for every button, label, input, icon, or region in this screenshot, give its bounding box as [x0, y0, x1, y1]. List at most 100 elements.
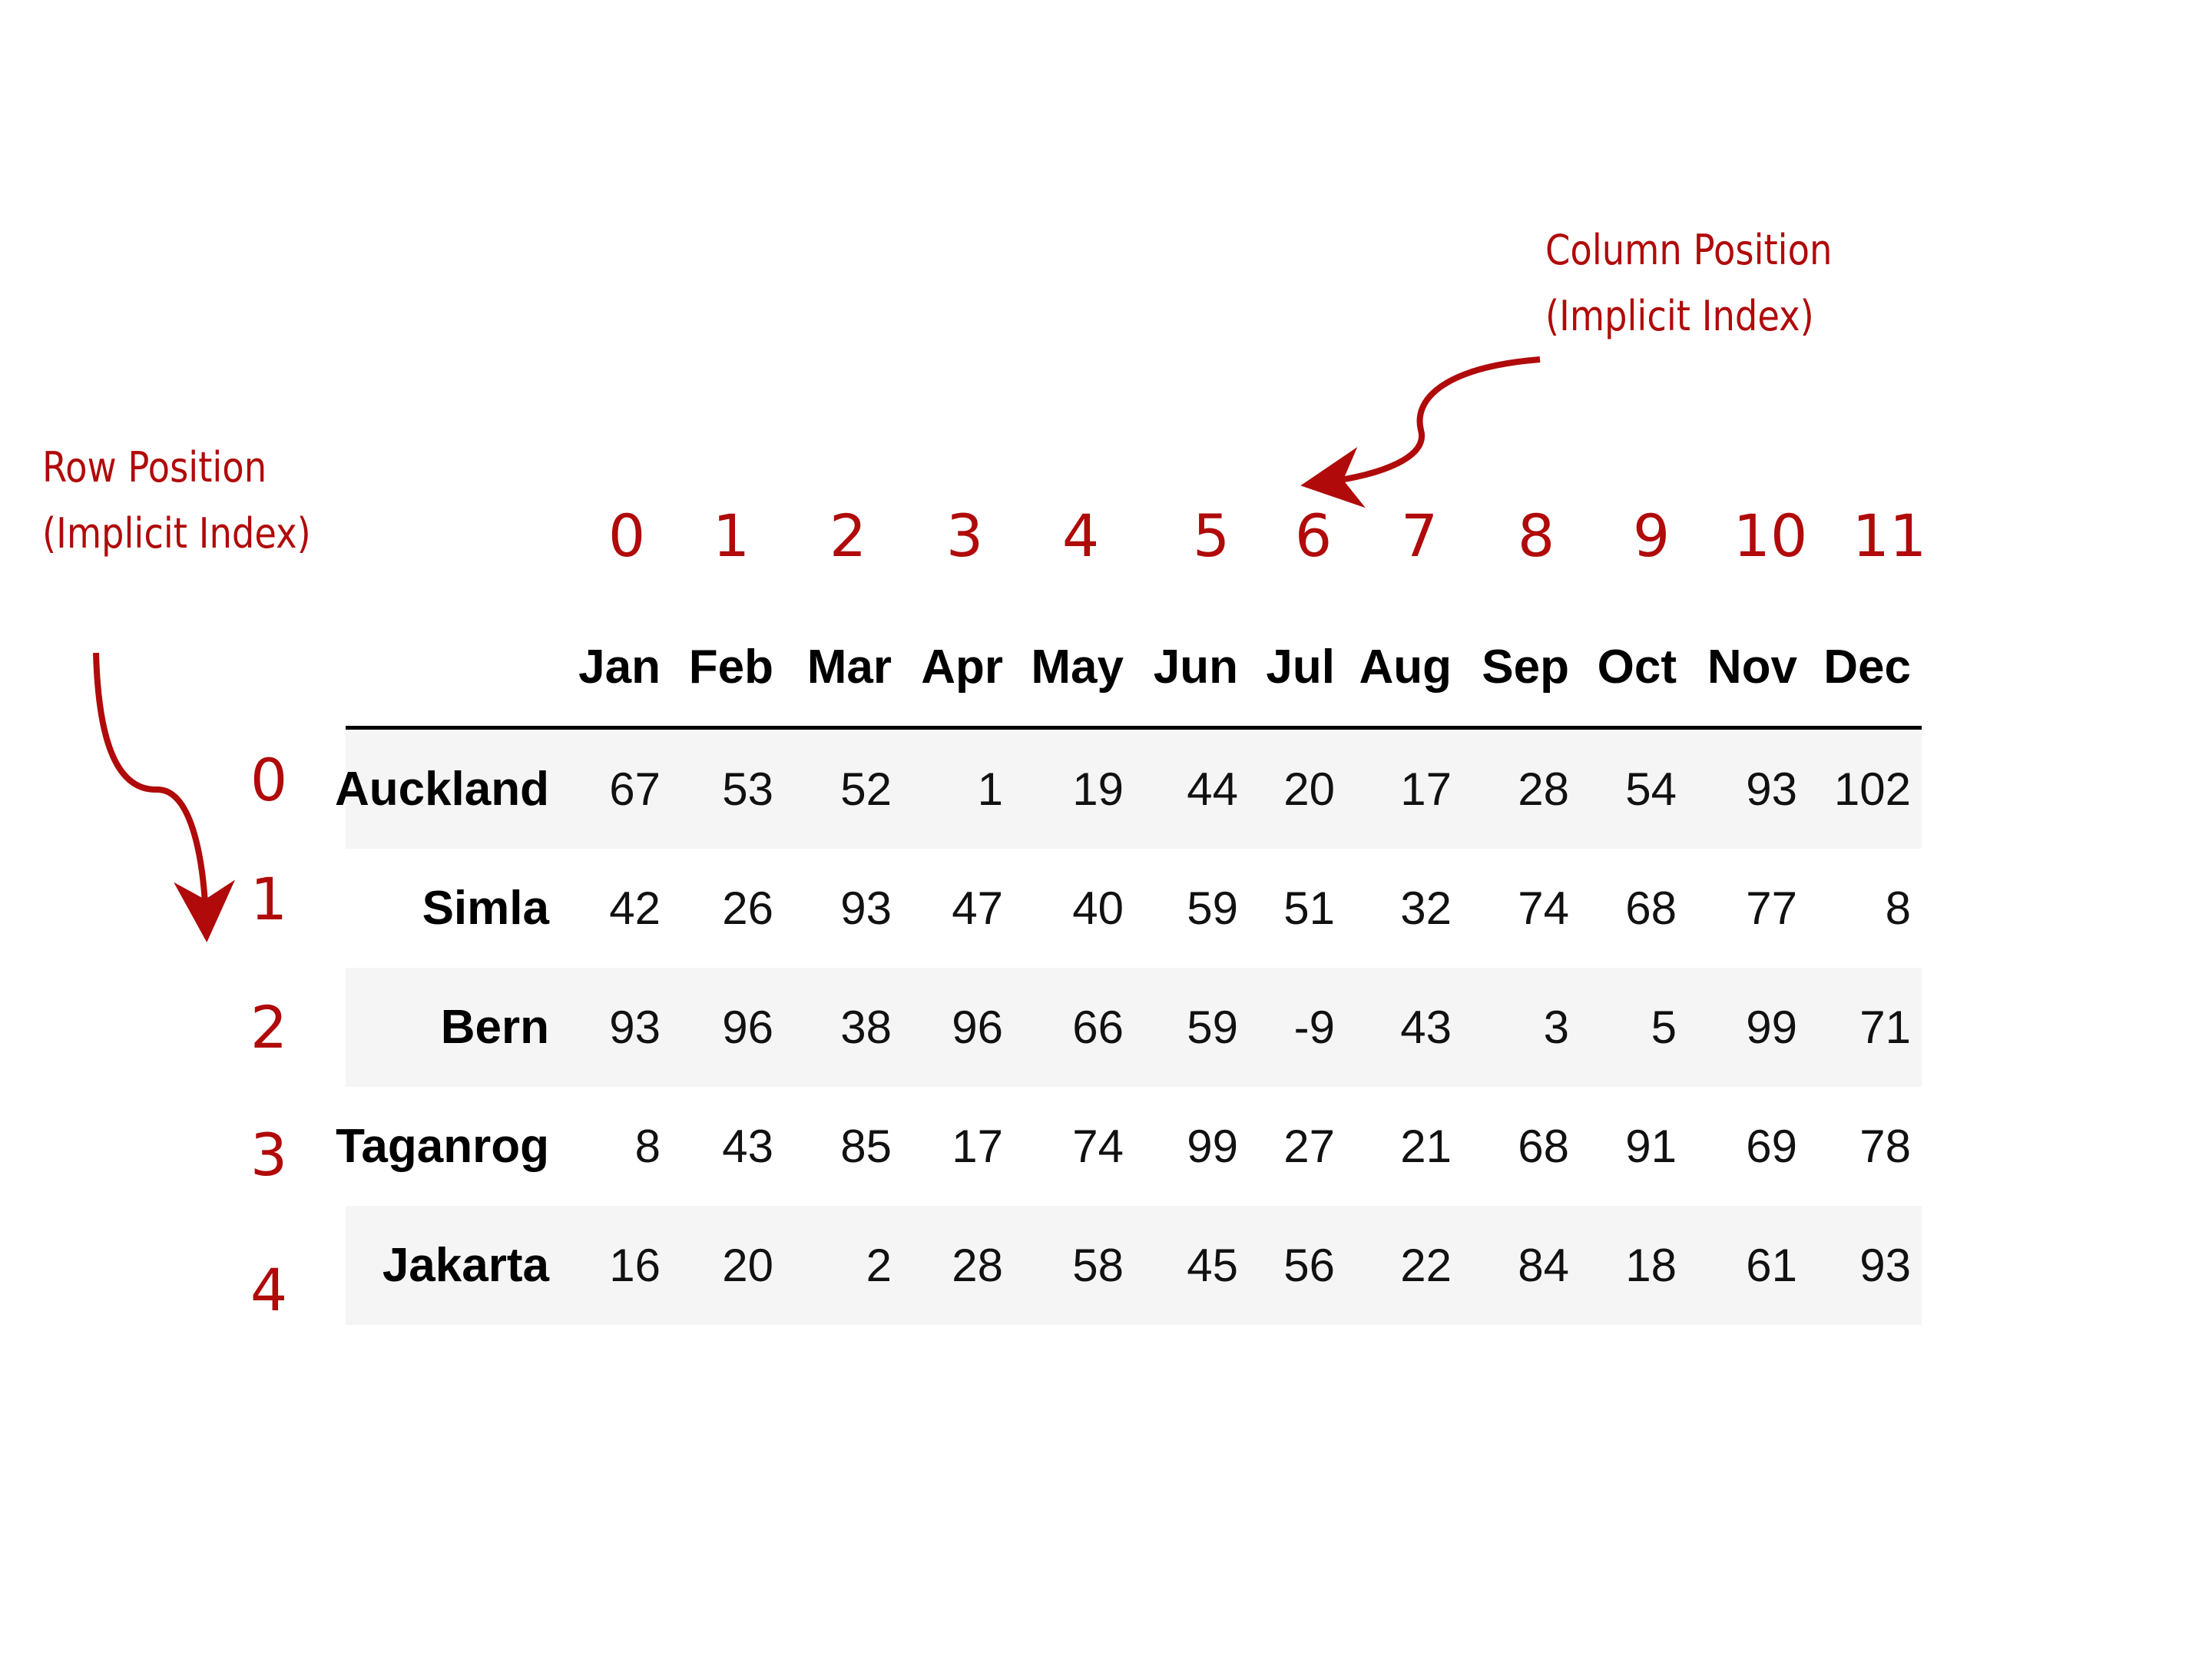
table-row: Simla 42 26 93 47 40 59 51 32 74 68 77 8 — [346, 849, 1922, 968]
table-cell: 74 — [1518, 882, 1569, 934]
column-header-nov: Nov — [1707, 641, 1797, 694]
table-cell: 3 — [1543, 1002, 1569, 1053]
table-cell: 78 — [1859, 1121, 1911, 1172]
column-position-index: 4 — [1061, 502, 1100, 570]
table-cell: 68 — [1518, 1121, 1569, 1172]
table-cell: 1 — [977, 763, 1003, 815]
table-cell: 27 — [1283, 1121, 1335, 1172]
column-position-title: Column Position — [1545, 226, 1833, 274]
table-row: Bern 93 96 38 96 66 59 -9 43 3 5 99 71 — [346, 968, 1922, 1087]
table-cell: 71 — [1859, 1002, 1911, 1053]
column-position-subtitle: (Implicit Index) — [1545, 292, 1814, 341]
table-cell: 67 — [609, 763, 661, 815]
column-position-callout: Column Position (Implicit Index) — [1545, 217, 1832, 350]
column-header-feb: Feb — [688, 641, 773, 694]
column-position-index: 8 — [1517, 502, 1555, 570]
column-position-index: 3 — [945, 502, 984, 570]
table-cell: 58 — [1072, 1240, 1124, 1291]
column-header-dec: Dec — [1823, 641, 1911, 694]
table-cell: 20 — [722, 1240, 773, 1291]
table-cell: 5 — [1651, 1002, 1677, 1053]
column-position-index: 0 — [608, 502, 646, 570]
table-cell: 93 — [1859, 1240, 1911, 1291]
column-position-index: 9 — [1632, 502, 1671, 570]
table-cell: 40 — [1072, 882, 1124, 934]
table-cell: 28 — [952, 1240, 1003, 1291]
table-cell: 51 — [1283, 882, 1335, 934]
column-header-mar: Mar — [806, 641, 892, 694]
row-position-index: 0 — [250, 746, 288, 814]
column-header-jun: Jun — [1153, 641, 1238, 694]
table-cell: 68 — [1625, 882, 1677, 934]
table-cell: 84 — [1518, 1240, 1569, 1291]
table-cell: 93 — [840, 882, 892, 934]
table-cell: 99 — [1187, 1121, 1238, 1172]
table-cell: 28 — [1518, 763, 1569, 815]
table-cell: 74 — [1072, 1121, 1124, 1172]
row-position-index: 4 — [250, 1256, 288, 1324]
table-cell: 77 — [1746, 882, 1797, 934]
table-cell: 22 — [1400, 1240, 1452, 1291]
column-position-index: 10 — [1733, 502, 1808, 570]
table-cell: 18 — [1625, 1240, 1677, 1291]
table-cell: 8 — [634, 1121, 661, 1172]
table-cell: 43 — [722, 1121, 773, 1172]
row-label: Jakarta — [382, 1239, 549, 1292]
row-position-index: 2 — [250, 993, 288, 1061]
table-cell: 26 — [722, 882, 773, 934]
table-row: Taganrog 8 43 85 17 74 99 27 21 68 91 69 78 — [336, 1087, 1922, 1206]
row-label: Auckland — [334, 763, 549, 816]
row-position-callout: Row Position (Implicit Index) — [42, 435, 311, 568]
table-cell: 17 — [952, 1121, 1003, 1172]
column-position-index: 7 — [1400, 502, 1439, 570]
table-cell: 16 — [609, 1240, 661, 1291]
table-cell: 43 — [1400, 1002, 1452, 1053]
column-position-index: 5 — [1192, 502, 1230, 570]
row-position-arrow — [93, 652, 236, 942]
table-cell: 21 — [1400, 1121, 1452, 1172]
table-cell: 20 — [1283, 763, 1335, 815]
row-label: Simla — [422, 882, 549, 935]
table-row: Jakarta 16 20 2 28 58 45 56 22 84 18 61 93 — [346, 1206, 1922, 1325]
table-cell: 66 — [1072, 1002, 1124, 1053]
column-header-apr: Apr — [921, 641, 1003, 694]
table-cell: 44 — [1187, 763, 1238, 815]
column-position-index: 2 — [829, 502, 867, 570]
column-header-may: May — [1031, 641, 1124, 694]
table-cell: 99 — [1746, 1002, 1797, 1053]
column-header-sep: Sep — [1482, 641, 1569, 694]
column-header-oct: Oct — [1597, 641, 1677, 694]
table-cell: 8 — [1885, 882, 1911, 934]
column-header-aug: Aug — [1359, 641, 1452, 694]
table-cell: 45 — [1187, 1240, 1238, 1291]
table-cell: 59 — [1187, 882, 1238, 934]
table-cell: 85 — [840, 1121, 892, 1172]
column-position-index: 11 — [1852, 502, 1927, 570]
table-cell: 59 — [1187, 1002, 1238, 1053]
row-label: Taganrog — [336, 1120, 549, 1173]
table-cell: 53 — [722, 763, 773, 815]
table-cell: 19 — [1072, 763, 1124, 815]
row-label: Bern — [440, 1001, 549, 1054]
table-cell: 61 — [1746, 1240, 1797, 1291]
table-cell: 102 — [1833, 763, 1911, 815]
table-cell: 2 — [866, 1240, 892, 1291]
table-cell: 91 — [1625, 1121, 1677, 1172]
column-position-index: 6 — [1294, 502, 1333, 570]
table-cell: 93 — [609, 1002, 661, 1053]
column-header-jan: Jan — [578, 641, 661, 694]
column-header-jul: Jul — [1266, 641, 1335, 694]
table-cell: 96 — [722, 1002, 773, 1053]
header-divider — [346, 726, 1922, 730]
table-cell: -9 — [1293, 1002, 1335, 1053]
column-position-index: 1 — [712, 502, 750, 570]
row-position-index: 3 — [250, 1121, 288, 1189]
table-cell: 93 — [1746, 763, 1797, 815]
row-position-subtitle: (Implicit Index) — [42, 509, 311, 558]
table-cell: 47 — [952, 882, 1003, 934]
row-position-title: Row Position — [42, 443, 267, 492]
table-cell: 96 — [952, 1002, 1003, 1053]
table-cell: 52 — [840, 763, 892, 815]
table-cell: 38 — [840, 1002, 892, 1053]
